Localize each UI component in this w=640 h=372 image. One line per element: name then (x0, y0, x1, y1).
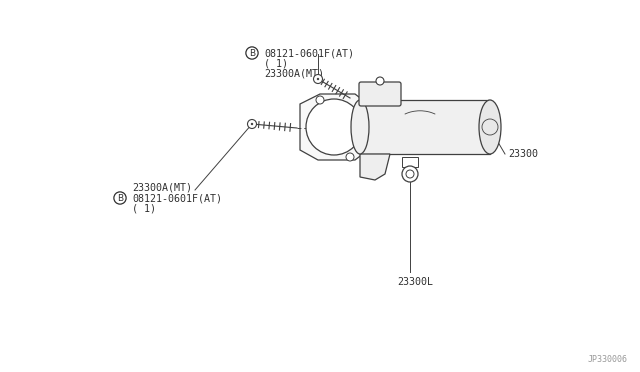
Circle shape (306, 99, 362, 155)
Circle shape (248, 119, 257, 128)
Text: B: B (249, 48, 255, 58)
Text: 23300: 23300 (508, 149, 538, 159)
Ellipse shape (351, 100, 369, 154)
Text: ( 1): ( 1) (264, 58, 288, 68)
Text: JP330006: JP330006 (588, 356, 628, 365)
Text: 23300L: 23300L (397, 277, 433, 287)
Circle shape (317, 78, 319, 80)
Polygon shape (360, 154, 390, 180)
Circle shape (376, 77, 384, 85)
Ellipse shape (479, 100, 501, 154)
Text: 08121-0601F(AT): 08121-0601F(AT) (132, 193, 222, 203)
Text: ( 1): ( 1) (132, 203, 156, 213)
Circle shape (346, 153, 354, 161)
Polygon shape (360, 100, 490, 154)
Text: 08121-0601F(AT): 08121-0601F(AT) (264, 48, 354, 58)
Text: B: B (117, 193, 123, 202)
Circle shape (316, 96, 324, 104)
Text: 23300A(MT): 23300A(MT) (132, 182, 192, 192)
Circle shape (314, 74, 323, 83)
Polygon shape (300, 94, 368, 160)
FancyBboxPatch shape (359, 82, 401, 106)
Text: 23300A(MT): 23300A(MT) (264, 68, 324, 78)
Circle shape (402, 166, 418, 182)
Circle shape (251, 123, 253, 125)
